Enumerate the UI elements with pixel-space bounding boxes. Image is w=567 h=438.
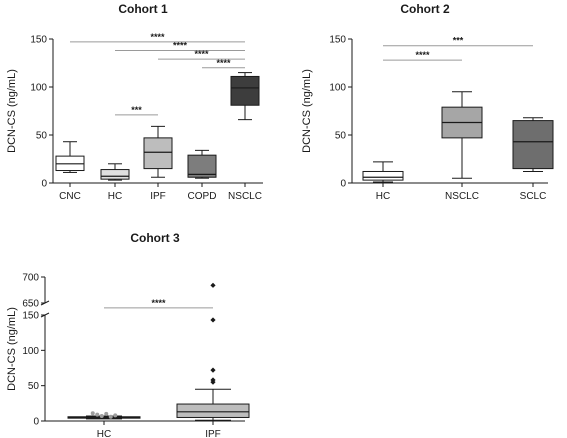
y-tick-label: 50 xyxy=(36,131,48,142)
chart-title: Cohort 1 xyxy=(118,2,168,16)
x-tick-label: CNC xyxy=(59,191,81,202)
outlier-point xyxy=(108,414,113,419)
outlier-point xyxy=(99,414,104,419)
cohort-1-chart: Cohort 1 DCN-CS (ng/mL) 0 50 100 150 CNC HC IPF C… xyxy=(6,2,263,202)
box-nsclc xyxy=(230,75,260,106)
chart-title: Cohort 3 xyxy=(130,231,180,245)
box-copd xyxy=(187,154,217,178)
outlier-point xyxy=(104,411,109,416)
x-tick-label: IPF xyxy=(205,429,221,438)
x-tick-label: IPF xyxy=(150,191,166,202)
y-tick-label: 150 xyxy=(30,35,47,46)
box-ipf xyxy=(176,403,250,418)
box-hc xyxy=(100,169,130,180)
x-tick-label: NSCLC xyxy=(228,191,262,202)
y-tick-label: 0 xyxy=(340,179,346,190)
y-tick-label: 50 xyxy=(335,131,347,142)
x-tick-label: HC xyxy=(376,191,390,202)
significance-label: **** xyxy=(150,32,165,42)
significance-label: **** xyxy=(173,41,188,51)
outlier-point xyxy=(90,411,95,416)
y-axis-label: DCN-CS (ng/mL) xyxy=(301,69,313,153)
y-axis-label: DCN-CS (ng/mL) xyxy=(6,307,18,391)
outlier-point xyxy=(210,377,216,383)
y-tick-label: 0 xyxy=(33,417,39,428)
significance-label: **** xyxy=(151,298,166,308)
y-tick-label: 650 xyxy=(22,299,39,310)
y-tick-label: 700 xyxy=(22,273,39,284)
x-tick-label: HC xyxy=(97,429,111,438)
significance-label: *** xyxy=(453,36,464,46)
y-tick-label: 100 xyxy=(22,346,39,357)
box-ipf xyxy=(143,137,173,170)
outlier-point xyxy=(113,413,118,418)
y-tick-label: 150 xyxy=(329,35,346,46)
significance-label: *** xyxy=(131,105,142,115)
y-tick-label: 50 xyxy=(28,381,40,392)
y-tick-label: 100 xyxy=(30,83,47,94)
x-tick-label: HC xyxy=(108,191,122,202)
y-axis-label: DCN-CS (ng/mL) xyxy=(6,69,18,153)
x-tick-label: COPD xyxy=(188,191,217,202)
chart-title: Cohort 2 xyxy=(400,2,450,16)
x-tick-label: SCLC xyxy=(520,191,547,202)
box-hc xyxy=(362,170,404,181)
box-sclc xyxy=(512,120,554,170)
significance-label: **** xyxy=(415,50,430,60)
significance-label: **** xyxy=(216,58,231,68)
outlier-point xyxy=(95,412,100,417)
cohort-2-chart: Cohort 2 DCN-CS (ng/mL) 0 50 100 150 HC NSCLC SC… xyxy=(301,2,554,202)
outlier-point xyxy=(210,367,216,373)
y-tick-label: 150 xyxy=(22,311,39,322)
y-tick-label: 100 xyxy=(329,83,346,94)
outlier-point xyxy=(210,282,216,288)
significance-label: **** xyxy=(194,49,209,59)
y-tick-label: 0 xyxy=(41,179,47,190)
x-tick-label: NSCLC xyxy=(445,191,479,202)
outlier-point xyxy=(210,317,216,323)
